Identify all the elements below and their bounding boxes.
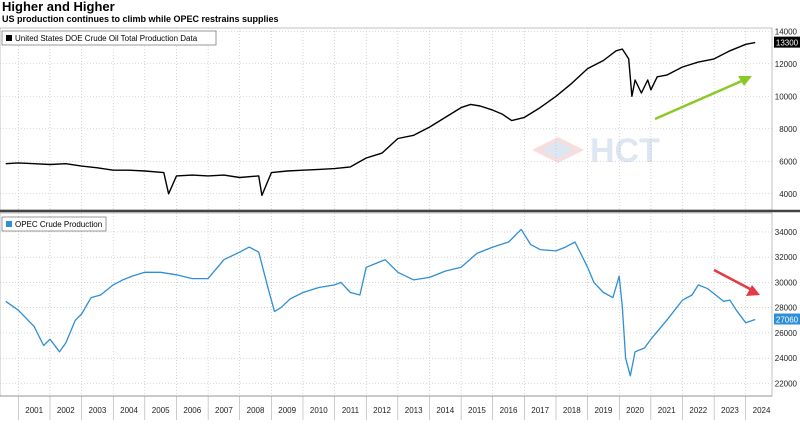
x-tick-label: 2023 [721, 406, 739, 415]
x-tick-label: 2016 [500, 406, 518, 415]
x-tick-label: 2021 [658, 406, 676, 415]
watermark-text: HCT [590, 132, 660, 170]
y-tick-label: 26000 [775, 329, 798, 338]
x-tick-label: 2008 [247, 406, 265, 415]
us-production-series [5, 41, 756, 197]
x-tick-label: 2004 [120, 406, 138, 415]
opec-production-series [5, 228, 756, 377]
y-tick-label: 24000 [775, 354, 798, 363]
top-y-axis: 4000 6000 8000 10000 12000 14000 13300 [774, 27, 800, 199]
bottom-gridlines [0, 213, 772, 396]
last-value-box-opec [774, 313, 800, 325]
x-tick-label: 2012 [373, 406, 391, 415]
y-tick-label: 12000 [775, 60, 798, 69]
x-tick-label: 2003 [89, 406, 107, 415]
y-tick-label: 8000 [779, 125, 797, 134]
x-tick-label: 2005 [152, 406, 170, 415]
trend-arrows [654, 76, 760, 296]
x-tick-label: 2017 [531, 406, 549, 415]
x-tick-label: 2001 [25, 406, 43, 415]
x-tick-label: 2015 [468, 406, 486, 415]
y-tick-label: 34000 [775, 228, 798, 237]
legend-bottom: OPEC Crude Production [1, 216, 107, 232]
x-tick-label: 2011 [342, 406, 360, 415]
x-axis: 2001 2002 2003 2004 2005 2006 2007 2008 2009 2010… [0, 395, 772, 420]
chart-subtitle: US production continues to climb while O… [2, 14, 279, 24]
watermark-logo: HCT [532, 132, 660, 170]
y-tick-label: 14000 [775, 27, 798, 36]
legend-label-us: United States DOE Crude Oil Total Produc… [15, 34, 198, 43]
trend-arrow-down [713, 268, 753, 292]
x-tick-label: 2020 [626, 406, 644, 415]
last-value-box-us [774, 36, 800, 48]
y-tick-label: 4000 [779, 190, 797, 199]
legend-label-opec: OPEC Crude Production [15, 220, 102, 229]
y-tick-label: 10000 [775, 92, 798, 101]
top-gridlines [0, 28, 772, 210]
x-tick-label: 2007 [215, 406, 233, 415]
series-line-us [5, 41, 756, 197]
y-tick-label: 28000 [775, 304, 798, 313]
bottom-panel-frame [0, 212, 773, 397]
last-value-label-opec: 27060 [776, 316, 799, 325]
trend-arrowhead-up [738, 76, 752, 86]
bottom-y-axis: 22000 24000 26000 28000 30000 32000 34000 27060 [774, 228, 800, 388]
series-line-opec [5, 228, 756, 377]
y-tick-label: 32000 [775, 253, 798, 262]
x-tick-label: 2013 [405, 406, 423, 415]
trend-arrowhead-down [746, 285, 760, 296]
x-tick-label: 2014 [436, 406, 454, 415]
x-tick-label: 2010 [310, 406, 328, 415]
legend-top: United States DOE Crude Oil Total Produc… [1, 30, 217, 46]
y-tick-label: 22000 [775, 379, 798, 388]
x-tick-label: 2024 [753, 406, 771, 415]
chart-title: Higher and Higher [2, 0, 115, 14]
x-tick-label: 2002 [57, 406, 75, 415]
x-tick-label: 2022 [689, 406, 707, 415]
x-tick-label: 2018 [563, 406, 581, 415]
x-tick-label: 2006 [183, 406, 201, 415]
last-value-label-us: 13300 [776, 39, 799, 48]
y-tick-label: 30000 [775, 278, 798, 287]
trend-arrow-up [654, 78, 745, 121]
y-tick-label: 6000 [779, 157, 797, 166]
x-tick-label: 2009 [278, 406, 296, 415]
x-tick-label: 2019 [595, 406, 613, 415]
